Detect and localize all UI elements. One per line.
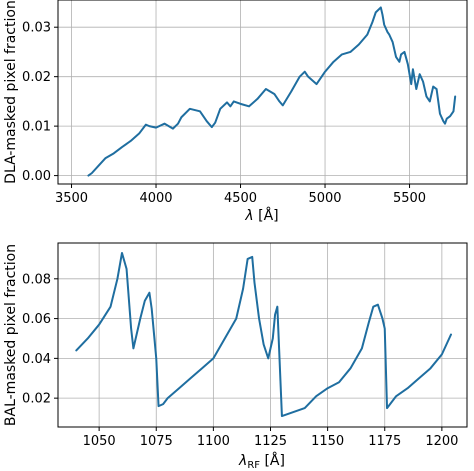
dla-y-tick-label: 0.03: [22, 21, 51, 36]
bal-x-tick-label: 1050: [83, 434, 116, 449]
bal-plot-frame: [57, 242, 468, 428]
bal-x-axis-label: λRF [Å]: [238, 452, 285, 471]
dla-y-tick-label: 0.00: [22, 169, 51, 184]
dla-fraction-line: [87, 6, 457, 177]
bal-y-tick-label: 0.06: [22, 312, 51, 327]
bal-y-axis-label: BAL-masked pixel fraction: [3, 244, 19, 426]
bal-chart-ticks: 1050 1075 1100 1125 1150 1175 1200 0.02 0.04 0.06…: [22, 272, 458, 449]
bal-x-axis-label-symbol: λ: [238, 453, 247, 469]
bal-x-tick-label: 1075: [140, 434, 173, 449]
bal-y-tick-label: 0.04: [22, 352, 51, 367]
dla-chart-panel: 3500 4000 4500 5000 5500 0.00 0.01 0.02 0.03 λ […: [3, 0, 468, 224]
bal-x-tick-label: 1175: [368, 434, 401, 449]
dla-x-tick-label: 5000: [308, 191, 341, 206]
dla-x-tick-label: 4500: [224, 191, 257, 206]
bal-x-axis-label-subscript: RF: [247, 460, 260, 471]
dla-x-tick-label: 4000: [139, 191, 172, 206]
dla-x-tick-label: 5500: [393, 191, 426, 206]
dla-x-axis-label: λ [Å]: [244, 207, 278, 224]
dla-y-tick-label: 0.01: [22, 120, 51, 135]
dla-chart-ticks: 3500 4000 4500 5000 5500 0.00 0.01 0.02 0.03: [22, 21, 426, 206]
bal-y-tick-label: 0.02: [22, 392, 51, 407]
bal-y-tick-label: 0.08: [22, 272, 51, 287]
dla-x-tick-label: 3500: [55, 191, 88, 206]
dla-y-axis-label: DLA-masked pixel fraction: [3, 0, 19, 184]
dla-x-axis-label-unit: [Å]: [254, 207, 279, 224]
dla-chart-grid: [58, 0, 467, 184]
dla-plot-frame: [57, 0, 468, 185]
bal-x-tick-label: 1125: [254, 434, 287, 449]
bal-x-tick-label: 1100: [197, 434, 230, 449]
bal-x-tick-label: 1150: [311, 434, 344, 449]
dla-y-tick-label: 0.02: [22, 70, 51, 85]
bal-x-tick-label: 1200: [425, 434, 458, 449]
bal-fraction-line: [75, 251, 453, 418]
bal-x-axis-label-unit: [Å]: [260, 452, 285, 469]
bal-chart-panel: 1050 1075 1100 1125 1150 1175 1200 0.02 0.04 0.06…: [3, 242, 468, 471]
dla-x-axis-label-symbol: λ: [244, 208, 253, 224]
